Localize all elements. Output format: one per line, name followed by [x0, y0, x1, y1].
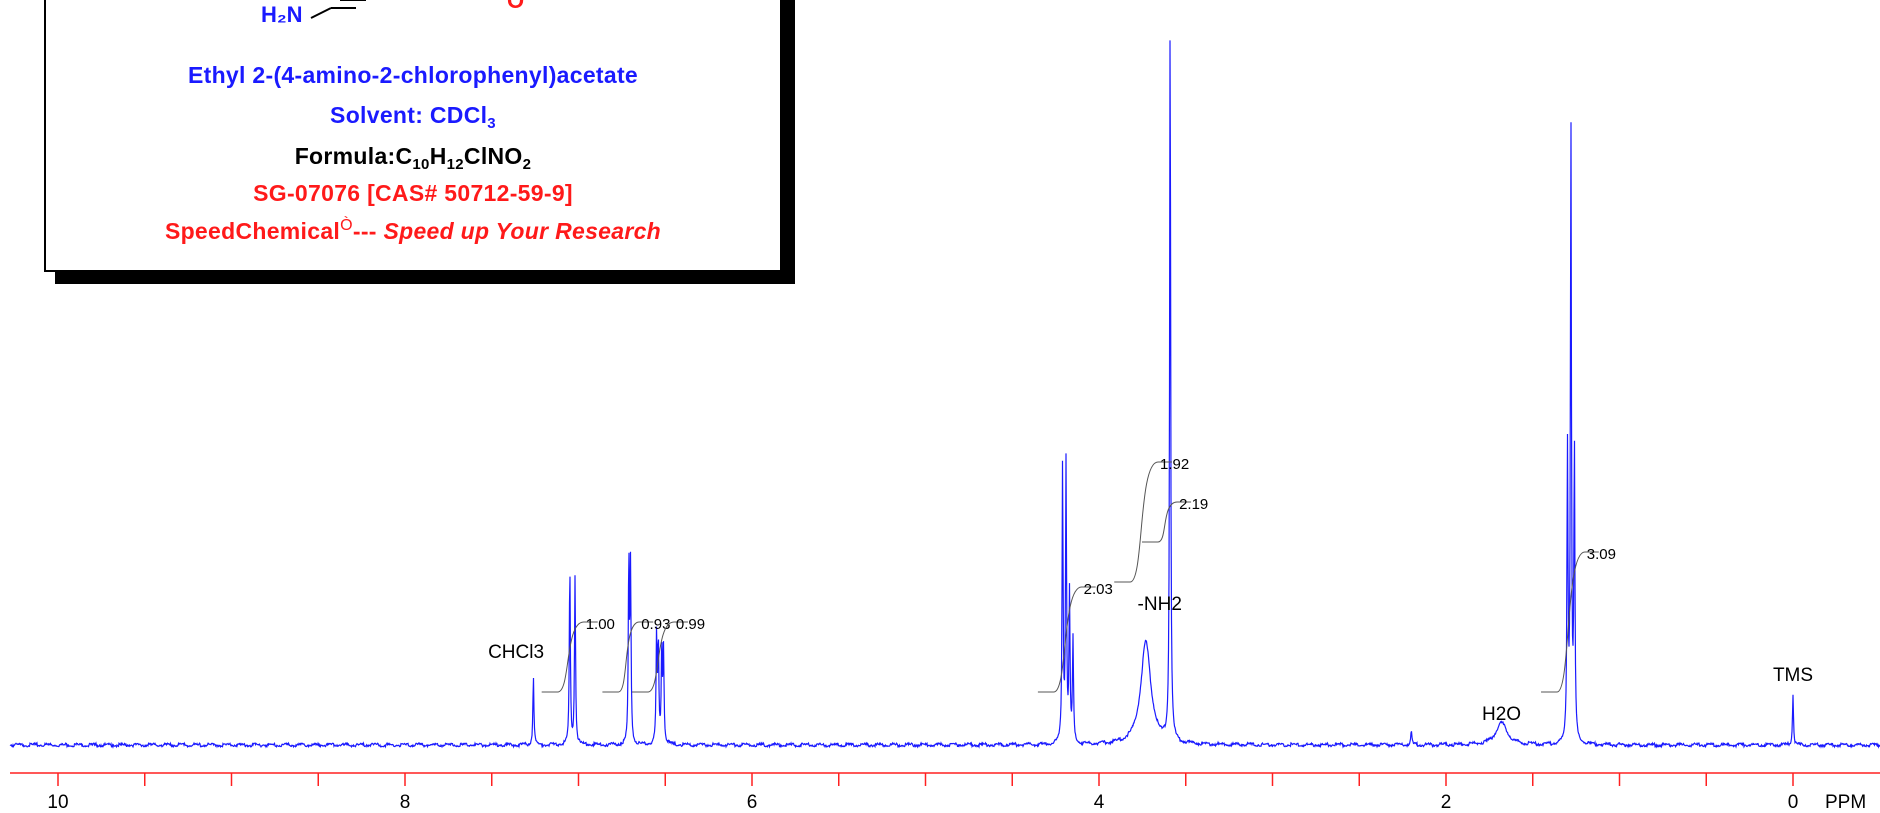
x-tick-label: 6 — [747, 792, 758, 813]
x-tick-label: 8 — [400, 792, 411, 813]
amine-label: H₂N — [261, 2, 303, 27]
peak-annotation: -NH2 — [1138, 594, 1182, 615]
integral-label: 3.09 — [1587, 546, 1616, 563]
slogan: Speed up Your Research — [383, 218, 662, 244]
integral-curve — [1114, 461, 1172, 583]
compound-name: Ethyl 2-(4-amino-2-chlorophenyl)acetate — [187, 62, 639, 88]
x-tick-label: 2 — [1441, 792, 1452, 813]
integral-curve — [1141, 501, 1192, 543]
spectrum-trace — [9, 40, 1880, 749]
catalog-number: SG-07076 [CAS# 50712-59-9] — [253, 180, 573, 206]
integral-curve — [1541, 551, 1599, 693]
integral-label: 1.00 — [586, 616, 615, 633]
integral-label: 2.19 — [1179, 496, 1208, 513]
compound-info-box: H₂N O Ethyl 2-(4-amino-2-chlorophenyl)ac… — [44, 0, 782, 272]
integral-label: 0.99 — [676, 616, 705, 633]
integral-label: 1.92 — [1160, 456, 1189, 473]
integral-label: 2.03 — [1084, 581, 1113, 598]
x-tick-label: 4 — [1094, 792, 1105, 813]
x-axis-unit-label: PPM — [1825, 792, 1866, 813]
bond-line — [310, 7, 332, 19]
solvent-line: Solvent: CDCl3 — [330, 102, 496, 132]
oxygen-label: O — [507, 0, 525, 13]
integral-curve — [631, 621, 688, 693]
formula-line: Formula:C10H12ClNO2 — [294, 143, 532, 173]
integral-label: 0.93 — [641, 616, 670, 633]
x-tick-label: 0 — [1788, 792, 1799, 813]
brand-line: SpeedChemicalÒ--- Speed up Your Research — [164, 217, 662, 245]
peak-annotation: CHCl3 — [488, 642, 544, 663]
x-tick-label: 10 — [47, 792, 68, 813]
integral-curve — [541, 621, 598, 693]
structure-fragment: H₂N O — [46, 0, 784, 40]
peak-annotation: TMS — [1773, 665, 1813, 686]
structure-bonds — [310, 0, 366, 19]
integral-curve — [602, 621, 654, 693]
peak-annotation: H2O — [1482, 704, 1521, 725]
integral-curve — [1037, 586, 1096, 693]
